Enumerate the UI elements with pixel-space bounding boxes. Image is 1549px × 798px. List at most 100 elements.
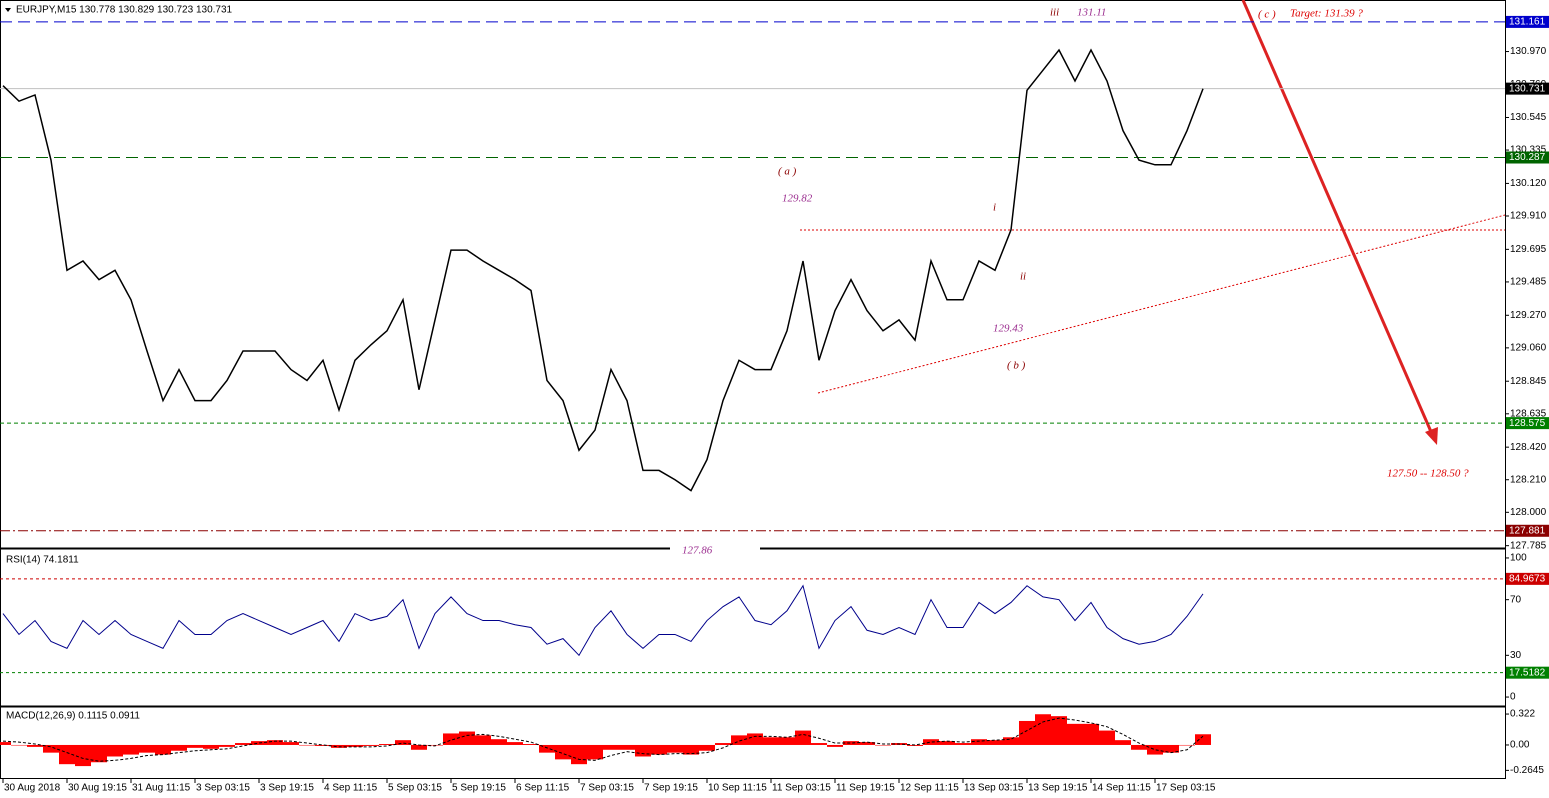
macd-bar [539, 744, 555, 753]
y-tick-label: 129.695 [1510, 244, 1547, 255]
x-tick-label: 3 Sep 03:15 [196, 783, 250, 794]
menu-icon [5, 8, 11, 12]
x-tick-label: 30 Aug 2018 [4, 783, 61, 794]
y-tick-label: 128.845 [1510, 376, 1547, 387]
y-tick-label: 129.060 [1510, 343, 1547, 354]
macd-bar [1003, 737, 1019, 745]
macd-bar [795, 730, 811, 745]
macd-bar [779, 737, 795, 745]
y-tick-label: 129.485 [1510, 277, 1547, 288]
macd-bar [155, 744, 171, 755]
x-tick-label: 11 Sep 19:15 [836, 783, 895, 794]
macd-bar [203, 744, 219, 749]
y-tick-label: 128.420 [1510, 442, 1547, 453]
x-tick-label: 12 Sep 11:15 [900, 783, 959, 794]
x-tick-label: 13 Sep 03:15 [964, 783, 1024, 794]
y-tick-label: 0.322 [1510, 709, 1535, 720]
y-tick-label: 130.120 [1510, 178, 1547, 189]
macd-bar [1163, 744, 1179, 753]
macd-bar [635, 744, 651, 757]
level-box [1506, 666, 1549, 679]
macd-bar [603, 744, 619, 750]
macd-bar [363, 744, 379, 746]
macd-bar [571, 744, 587, 765]
macd-bar [1115, 740, 1131, 745]
x-tick-label: 7 Sep 03:15 [580, 783, 634, 794]
macd-bar [395, 740, 411, 745]
drawings [800, 0, 1506, 445]
x-tick-label: 13 Sep 19:15 [1028, 783, 1088, 794]
y-tick-label: 130.545 [1510, 112, 1547, 123]
macd-bar [123, 744, 139, 755]
macd-bar [747, 733, 763, 745]
macd-bar [555, 744, 571, 760]
macd-bar [955, 743, 971, 745]
macd-bar [619, 744, 635, 750]
chart-title: EURJPY,M15 130.778 130.829 130.723 130.7… [16, 5, 233, 16]
annotation: Target: 131.39 ? [1290, 8, 1363, 20]
macd-bar [811, 743, 827, 745]
macd-bar [699, 744, 715, 751]
macd-bar [843, 741, 859, 745]
macd-bar [43, 744, 59, 753]
x-tick-label: 4 Sep 11:15 [324, 783, 378, 794]
level-label: 130.731 [1509, 83, 1546, 94]
macd-bar [1099, 730, 1115, 745]
macd-bar [59, 744, 75, 765]
y-tick-label: 128.000 [1510, 507, 1547, 518]
macd-bar [587, 744, 603, 760]
macd-bar [683, 744, 699, 755]
y-tick-label: -0.2645 [1510, 765, 1544, 776]
x-tick-label: 3 Sep 19:15 [260, 783, 314, 794]
annotation: i [993, 202, 996, 214]
macd-bar [651, 744, 667, 755]
macd-bar [187, 744, 203, 748]
x-tick-label: 31 Aug 11:15 [132, 783, 191, 794]
macd-title: MACD(12,26,9) 0.1115 0.0911 [6, 711, 140, 722]
macd-bar [1131, 744, 1147, 750]
macd-bar [523, 744, 539, 745]
x-tick-label: 5 Sep 03:15 [388, 783, 442, 794]
y-tick-label: 129.910 [1510, 211, 1547, 222]
macd-bar [507, 742, 523, 745]
level-label: 84.9673 [1509, 574, 1546, 585]
x-tick-label: 6 Sep 11:15 [516, 783, 570, 794]
x-tick-label: 11 Sep 03:15 [772, 783, 831, 794]
macd-bar [91, 744, 107, 763]
x-tick-label: 17 Sep 03:15 [1156, 783, 1216, 794]
x-tick-label: 14 Sep 11:15 [1092, 783, 1151, 794]
macd-bar [411, 744, 427, 750]
annotation: ( a ) [778, 166, 797, 178]
macd-bar [1035, 714, 1051, 745]
macd-bar [731, 735, 747, 745]
macd-bar [1019, 720, 1035, 745]
macd-bar [827, 744, 843, 747]
macd-bar [251, 741, 267, 745]
level-box [1506, 151, 1549, 164]
macd-bar [267, 740, 283, 745]
arrow-head [1425, 427, 1438, 445]
macd-bar [475, 735, 491, 745]
macd-bar [299, 744, 315, 746]
annotation: 129.82 [782, 193, 813, 205]
label-gap [670, 545, 760, 557]
annotation: ii [1020, 271, 1026, 283]
y-tick-label: 100 [1510, 553, 1527, 564]
y-tick-label: 130.970 [1510, 46, 1547, 57]
x-tick-label: 7 Sep 19:15 [644, 783, 698, 794]
macd-bar [1195, 734, 1211, 745]
macd-bar [859, 742, 875, 745]
macd-bar [443, 733, 459, 745]
macd-bar [347, 744, 363, 747]
x-tick-label: 30 Aug 19:15 [68, 783, 127, 794]
macd-bar [971, 739, 987, 745]
annotation: 127.86 [682, 545, 713, 557]
macd-bar [1179, 744, 1195, 746]
level-label: 128.575 [1509, 418, 1546, 429]
macd-bar [923, 739, 939, 745]
macd-bar [219, 744, 235, 747]
plot-frame [0, 0, 1506, 779]
x-tick-label: 10 Sep 11:15 [708, 783, 767, 794]
